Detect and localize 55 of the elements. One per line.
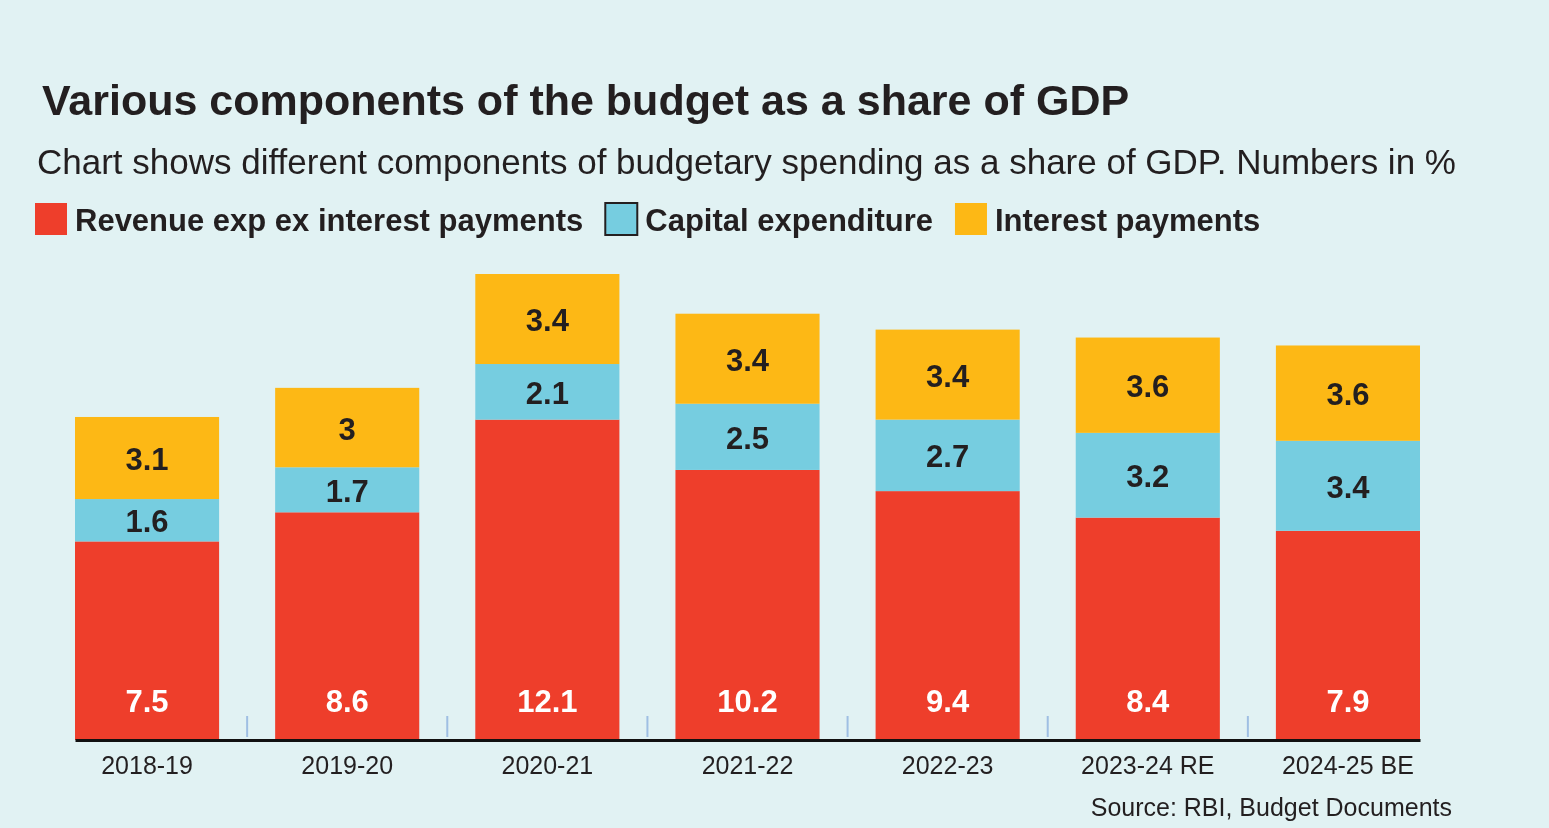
bar [875, 329, 1020, 420]
bar [275, 467, 420, 513]
bar [275, 512, 420, 740]
data-label: 7.9 [1326, 684, 1370, 719]
legend-label: Interest payments [994, 203, 1261, 238]
legend-label: Revenue exp ex interest payments [75, 203, 584, 238]
data-label: 3.4 [725, 342, 770, 378]
data-label: 12.1 [517, 684, 578, 719]
data-label: 10.2 [717, 684, 778, 719]
bar [1075, 337, 1220, 433]
data-label: 3.1 [125, 442, 169, 478]
data-label: 8.6 [325, 684, 369, 719]
bar [1275, 530, 1420, 740]
x-tick-label: 2021-22 [701, 750, 794, 779]
data-label: 3.4 [1326, 469, 1371, 505]
data-label: 8.4 [1126, 684, 1171, 719]
x-tick-label: 2020-21 [501, 750, 594, 779]
source-note: Source: RBI, Budget Documents [1090, 793, 1452, 821]
data-label: 2.5 [725, 420, 770, 456]
bar [1075, 432, 1220, 518]
bar [875, 491, 1020, 740]
bar [1275, 440, 1420, 531]
data-label: 7.5 [125, 684, 169, 719]
x-tick-label: 2023-24 RE [1081, 750, 1215, 779]
bar [475, 419, 620, 740]
bar [1075, 517, 1220, 740]
x-tick-label: 2019-20 [301, 750, 394, 779]
data-label: 3.6 [1126, 369, 1170, 405]
data-label: 1.6 [125, 504, 169, 540]
data-label: 3 [338, 411, 356, 447]
bar [75, 416, 220, 500]
legend-label: Capital expenditure [645, 203, 933, 238]
chart-title: Various components of the budget as a share of GDP [42, 76, 1130, 124]
data-label: 1.7 [325, 473, 369, 509]
data-label: 3.4 [926, 358, 970, 394]
bar [475, 364, 620, 420]
bar [875, 419, 1020, 492]
bar [75, 541, 220, 740]
bar [275, 387, 420, 468]
data-label: 2.7 [926, 439, 970, 475]
bar [675, 313, 820, 404]
data-label: 2.1 [525, 375, 569, 411]
data-label: 9.4 [926, 684, 970, 719]
bar [675, 469, 820, 740]
x-tick-label: 2022-23 [901, 750, 994, 779]
data-label: 3.2 [1126, 459, 1170, 495]
bar [75, 499, 220, 542]
data-label: 3.4 [525, 303, 570, 339]
data-label: 3.6 [1326, 377, 1370, 413]
chart-subtitle: Chart shows different components of budgetary spending as a share of GDP. Numbers in % [37, 142, 1456, 181]
x-tick-label: 2018-19 [101, 750, 193, 779]
bar [675, 403, 820, 470]
x-tick-label: 2024-25 BE [1281, 750, 1414, 779]
bar [1275, 345, 1420, 441]
bar [475, 274, 620, 365]
